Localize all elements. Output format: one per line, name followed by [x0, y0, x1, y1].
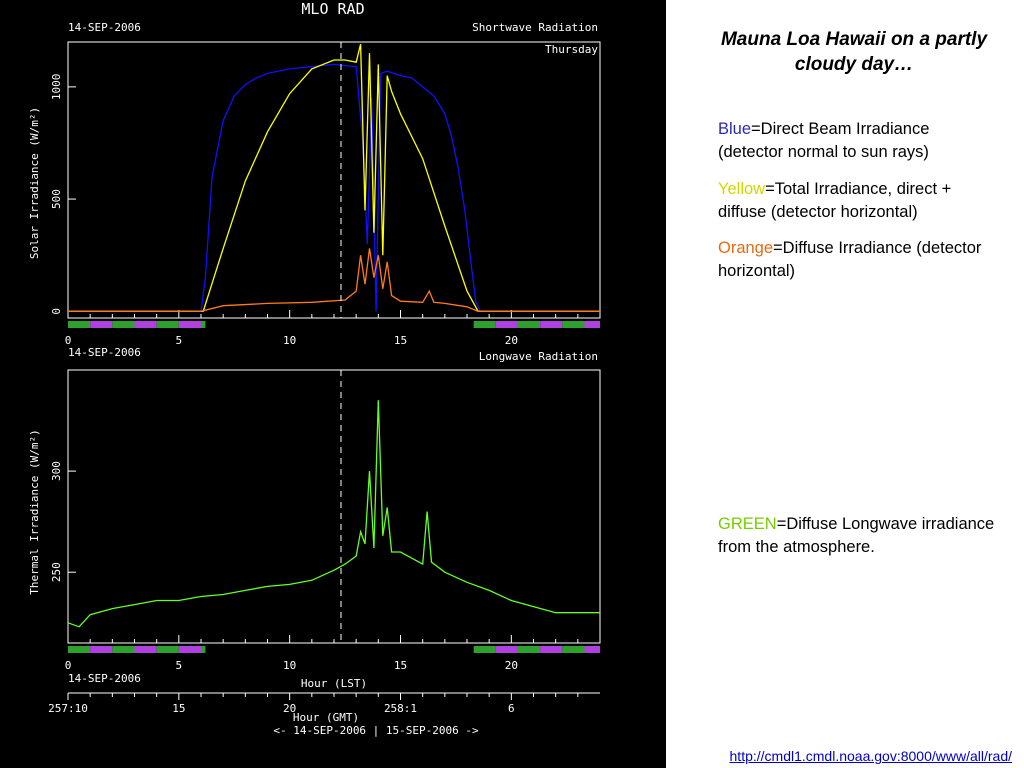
- gmt-range-label: <- 14-SEP-2006 | 15-SEP-2006 ->: [273, 724, 479, 737]
- top-night-segment: [517, 321, 541, 328]
- bottom-night-segment: [156, 646, 179, 653]
- legend-orange-word: Orange: [718, 239, 774, 257]
- top-series-orange: [68, 248, 600, 312]
- top-plot-frame: [67, 41, 601, 319]
- bottom-y-ticks: 250 300: [50, 461, 76, 582]
- legend-green-text: =Diffuse Longwave irradiance from the at…: [718, 515, 995, 556]
- top-night-segment: [562, 321, 585, 328]
- top-ytick-label: 0: [50, 308, 63, 315]
- top-night-segment: [584, 321, 600, 328]
- weekday-label: Thursday: [545, 43, 598, 56]
- source-link[interactable]: http://cmdl1.cmdl.noaa.gov:8000/www/all/…: [729, 748, 1012, 764]
- explanation-panel: Mauna Loa Hawaii on a partly cloudy day……: [666, 0, 1024, 768]
- bottom-xtick-label: 20: [505, 659, 518, 672]
- bottom-date: 14-SEP-2006: [68, 346, 141, 359]
- top-night-segment: [134, 321, 157, 328]
- legend-orange-text: =Diffuse Irradiance (detector horizontal…: [718, 239, 982, 280]
- top-x-ticks: 0 5 10 15 20: [65, 310, 579, 347]
- top-day-night-bar: [68, 321, 600, 328]
- bottom-night-segment: [495, 646, 518, 653]
- top-night-segment: [156, 321, 179, 328]
- gmt-tick-label: 6: [508, 702, 515, 715]
- bottom-series-green: [67, 400, 600, 628]
- bottom-night-segment: [134, 646, 157, 653]
- bottom-night-segment: [112, 646, 135, 653]
- top-night-segment: [112, 321, 135, 328]
- top-night-segment: [201, 321, 206, 328]
- legend-blue: Blue=Direct Beam Irradiance (detector no…: [718, 118, 996, 164]
- gmt-tick-label: 15: [172, 702, 185, 715]
- top-xtick-label: 0: [65, 334, 72, 347]
- bottom-xtick-label: 15: [394, 659, 407, 672]
- gmt-tick-label: 258:1: [384, 702, 417, 715]
- legend-yellow: Yellow=Total Irradiance, direct + diffus…: [718, 178, 996, 224]
- top-night-segment: [473, 321, 496, 328]
- bottom-xtick-label: 0: [65, 659, 72, 672]
- legend-orange: Orange=Diffuse Irradiance (detector hori…: [718, 237, 996, 283]
- top-panel-title: Shortwave Radiation: [472, 21, 598, 34]
- top-y-ticks: 0 500 1000: [50, 74, 76, 315]
- bottom-night-segment: [473, 646, 496, 653]
- top-night-segment: [68, 321, 91, 328]
- bottom-night-segment: [562, 646, 585, 653]
- top-night-segment: [90, 321, 113, 328]
- top-xtick-label: 10: [283, 334, 296, 347]
- bottom-day-night-bar: [68, 646, 600, 653]
- slide-title: Mauna Loa Hawaii on a partly cloudy day…: [720, 29, 988, 75]
- top-ytick-label: 1000: [50, 74, 63, 101]
- bottom-x-ticks: 0 5 10 15 20: [65, 635, 579, 672]
- bottom-night-segment: [178, 646, 201, 653]
- gmt-ticks: 257:10 15 20 258:1 6: [48, 693, 579, 715]
- bottom-night-segment: [584, 646, 600, 653]
- gmt-tick-label: 20: [283, 702, 296, 715]
- plot-main-title: MLO RAD: [301, 0, 364, 18]
- legend-green-word: GREEN: [718, 515, 777, 533]
- top-date: 14-SEP-2006: [68, 21, 141, 34]
- top-xtick-label: 20: [505, 334, 518, 347]
- bottom-night-segment: [517, 646, 541, 653]
- gmt-tick-label: 257:10: [48, 702, 88, 715]
- top-series-yellow: [68, 44, 600, 312]
- top-series-group: [68, 44, 600, 312]
- bottom-ytick-label: 300: [50, 461, 63, 481]
- gmt-xlabel: Hour (GMT): [293, 711, 359, 724]
- top-series-blue: [68, 63, 600, 312]
- gmt-date: 14-SEP-2006: [68, 672, 141, 685]
- bottom-night-segment: [540, 646, 563, 653]
- lst-xlabel: Hour (LST): [301, 677, 367, 690]
- top-xtick-label: 15: [394, 334, 407, 347]
- top-night-segment: [178, 321, 201, 328]
- radiation-plot-svg: MLO RAD 14-SEP-2006 Shortwave Radiation …: [28, 0, 601, 737]
- bottom-ylabel: Thermal Irradiance (W/m²): [28, 429, 41, 595]
- bottom-night-segment: [201, 646, 206, 653]
- legend-green: GREEN=Diffuse Longwave irradiance from t…: [718, 513, 996, 559]
- top-night-segment: [540, 321, 563, 328]
- legend-blue-text: =Direct Beam Irradiance (detector normal…: [718, 120, 930, 161]
- bottom-xtick-label: 5: [176, 659, 183, 672]
- legend-yellow-text: =Total Irradiance, direct + diffuse (det…: [718, 180, 952, 221]
- bottom-panel-title: Longwave Radiation: [479, 350, 598, 363]
- top-ylabel: Solar Irradiance (W/m²): [28, 107, 41, 259]
- legend-yellow-word: Yellow: [718, 180, 766, 198]
- bottom-night-segment: [90, 646, 113, 653]
- bottom-series-group: [67, 400, 600, 628]
- bottom-ytick-label: 250: [50, 562, 63, 582]
- radiation-plot-panel: MLO RAD 14-SEP-2006 Shortwave Radiation …: [0, 0, 666, 768]
- top-night-segment: [495, 321, 518, 328]
- legend-blue-word: Blue: [718, 120, 752, 138]
- top-xtick-label: 5: [176, 334, 183, 347]
- top-ytick-label: 500: [50, 189, 63, 209]
- bottom-xtick-label: 10: [283, 659, 296, 672]
- bottom-night-segment: [68, 646, 91, 653]
